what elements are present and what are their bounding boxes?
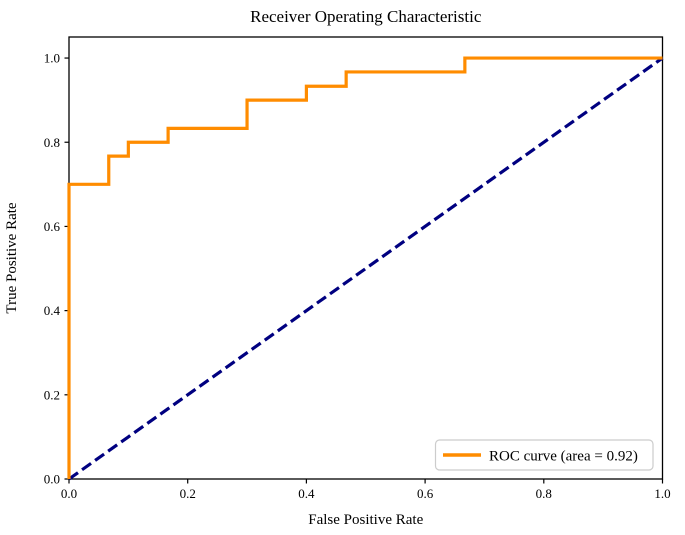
y-tick-label: 1.0	[44, 51, 60, 66]
y-tick-label: 0.8	[44, 135, 60, 150]
x-tick-label: 0.6	[417, 486, 434, 501]
x-tick-label: 0.8	[536, 486, 552, 501]
y-tick-label: 0.0	[44, 472, 60, 487]
legend-box	[434, 439, 654, 471]
x-tick-label: 0.0	[61, 486, 77, 501]
y-tick-label: 0.4	[44, 303, 61, 318]
legend: ROC curve (area = 0.92)	[434, 439, 654, 471]
axes-border	[68, 36, 664, 480]
y-tick-label: 0.6	[44, 219, 61, 234]
x-tick-label: 0.4	[298, 486, 315, 501]
legend-roc-label: ROC curve (area = 0.92)	[489, 448, 638, 464]
roc-curve-line	[67, 56, 663, 479]
plot-area: 0.0 0.2 0.4 0.6 0.8 1.0 0.0 0.2 0.4 0.6 0.8 1.0	[44, 36, 671, 501]
x-tick-label: 0.2	[180, 486, 196, 501]
chart-title: Receiver Operating Characteristic	[250, 7, 482, 26]
y-tick-label: 0.2	[44, 387, 60, 402]
x-axis-label: False Positive Rate	[308, 512, 423, 528]
x-tick-label: 1.0	[654, 486, 670, 501]
chance-diagonal-line	[68, 56, 664, 481]
y-axis-label: True Positive Rate	[4, 202, 20, 313]
